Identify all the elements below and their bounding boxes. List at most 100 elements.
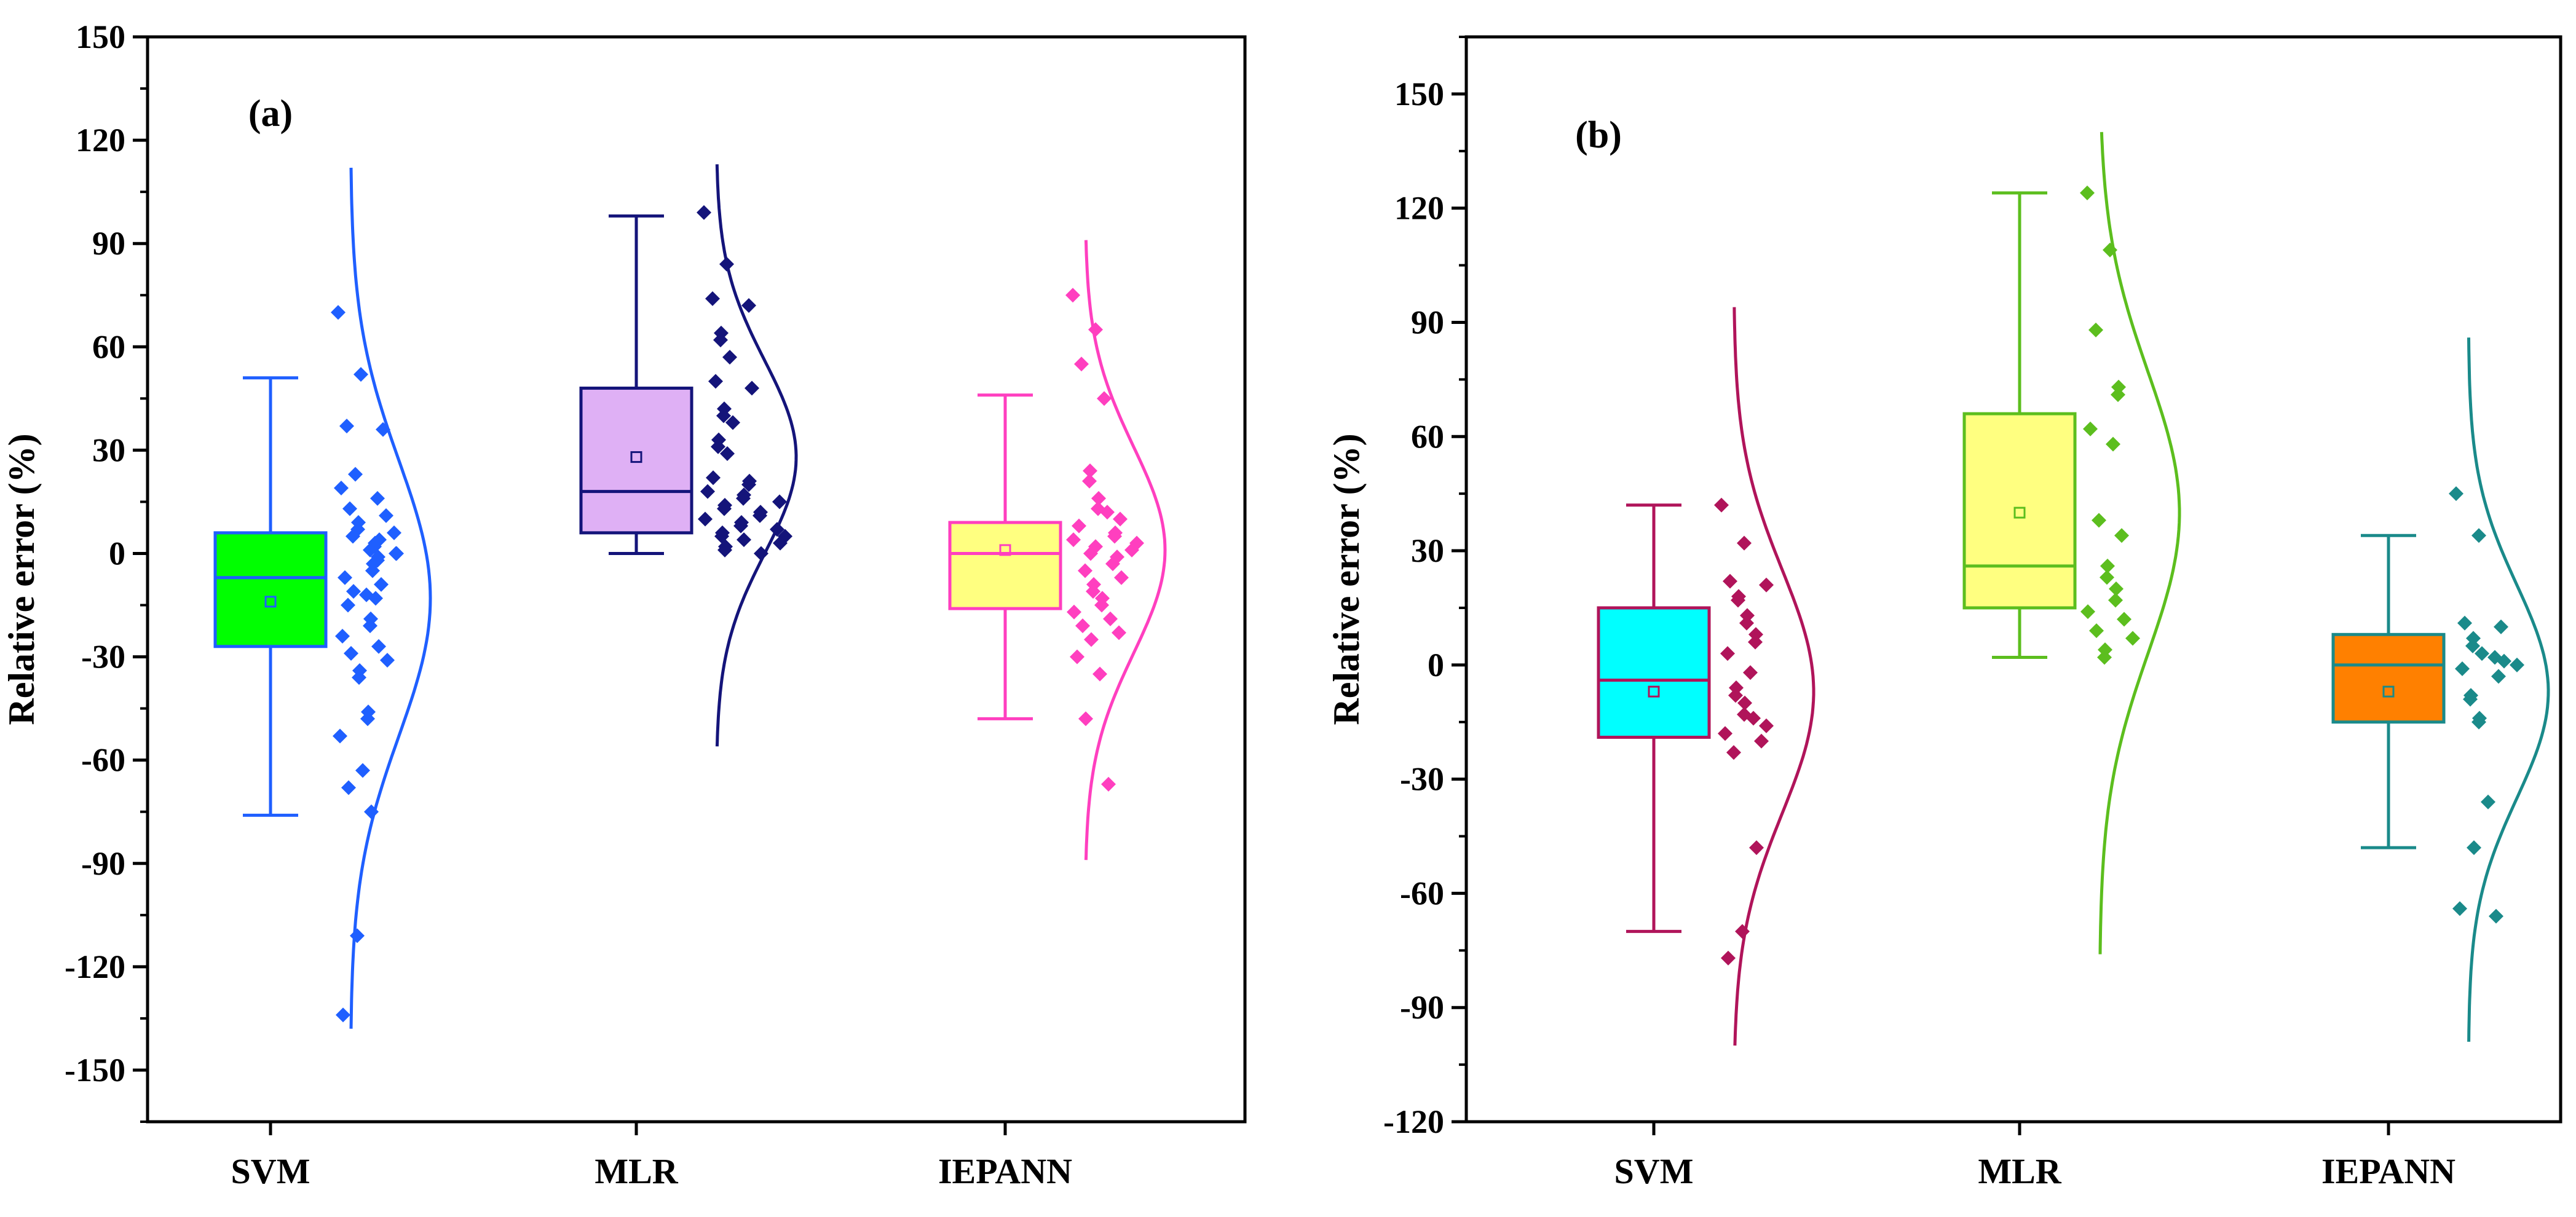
- data-point: [2092, 513, 2106, 528]
- y-tick-label: 30: [92, 431, 125, 468]
- distribution-curve: [2098, 132, 2181, 955]
- data-point: [706, 470, 721, 486]
- data-point: [387, 525, 401, 540]
- data-point: [1728, 688, 1743, 703]
- y-tick-label: 120: [76, 122, 125, 159]
- data-point: [700, 484, 715, 499]
- distribution-curve: [715, 164, 798, 747]
- data-point: [1091, 490, 1106, 506]
- data-point: [344, 645, 358, 661]
- data-point: [1101, 776, 1116, 792]
- data-point: [2106, 436, 2120, 452]
- data-point: [363, 542, 377, 557]
- data-point: [2100, 558, 2115, 573]
- y-tick-label: 90: [1411, 304, 1444, 341]
- data-point: [2114, 528, 2129, 543]
- data-point: [1718, 726, 1732, 741]
- data-point: [1083, 546, 1098, 561]
- data-point: [2083, 421, 2098, 436]
- data-point: [2510, 657, 2524, 672]
- data-point: [338, 570, 352, 585]
- data-point: [331, 305, 346, 320]
- data-point: [2491, 669, 2506, 684]
- chart-panel-b: 150 120 90 60 30 0 -30 -60 -90 -120 Relative error…: [1326, 35, 2562, 1191]
- data-point: [2080, 185, 2095, 200]
- data-point: [2100, 570, 2114, 585]
- data-point: [2088, 322, 2103, 337]
- data-point: [2125, 631, 2140, 646]
- y-tick-label: -120: [65, 948, 125, 985]
- data-point: [2481, 794, 2495, 809]
- data-point: [2471, 528, 2486, 543]
- data-point: [355, 763, 370, 778]
- data-point: [1092, 666, 1107, 682]
- data-point: [1070, 649, 1085, 664]
- data-point: [1105, 556, 1120, 572]
- box-iqr: [1597, 606, 1711, 739]
- data-point: [1083, 463, 1097, 478]
- data-point: [725, 415, 740, 430]
- data-point: [374, 577, 389, 592]
- data-point: [1065, 288, 1080, 303]
- y-tick-label: -60: [81, 742, 125, 779]
- y-tick-label: 60: [92, 328, 125, 365]
- series-iepann: [2331, 337, 2550, 1042]
- data-point: [2494, 619, 2508, 634]
- panel-label: (b): [1575, 114, 1622, 156]
- y-tick-label: -150: [65, 1052, 125, 1089]
- y-tick-label: 150: [1394, 76, 1444, 112]
- data-point: [342, 501, 357, 516]
- data-point: [333, 728, 347, 744]
- data-point: [1100, 505, 1115, 520]
- distribution-curve: [1084, 240, 1167, 861]
- x-tick-label-iepann: IEPANN: [938, 1151, 1072, 1191]
- mean-marker: [2382, 685, 2395, 698]
- data-point: [716, 408, 731, 423]
- y-tick-label: -60: [1400, 875, 1444, 912]
- data-point: [1731, 593, 1745, 608]
- data-point: [741, 298, 756, 313]
- y-tick-label: 60: [1411, 418, 1444, 455]
- data-point: [2465, 638, 2480, 653]
- data-point: [354, 367, 368, 382]
- data-point: [1074, 356, 1089, 372]
- data-point: [753, 508, 767, 523]
- y-tick-label: -30: [1400, 761, 1444, 798]
- data-point: [2497, 653, 2511, 669]
- data-point: [365, 563, 380, 578]
- data-point: [773, 535, 788, 551]
- series-iepann: [948, 240, 1167, 861]
- data-point: [379, 508, 393, 523]
- data-point: [1113, 511, 1128, 527]
- y-axis-title: Relative error (%): [1, 433, 42, 725]
- data-point: [2457, 615, 2472, 631]
- box-iqr: [2331, 632, 2446, 724]
- data-point: [1759, 577, 1774, 593]
- data-point: [2467, 840, 2481, 856]
- box-iqr: [948, 521, 1062, 610]
- data-point: [2097, 650, 2112, 665]
- data-point: [1067, 604, 1081, 620]
- data-point: [368, 591, 383, 606]
- mean-marker: [630, 451, 642, 463]
- data-point: [389, 546, 403, 561]
- x-tick-label-svm: SVM: [1614, 1151, 1694, 1191]
- data-point: [1759, 718, 1774, 733]
- data-point: [717, 501, 732, 516]
- data-point: [745, 380, 759, 396]
- series-svm: [1597, 307, 1815, 1046]
- data-point: [2455, 661, 2470, 677]
- y-tick-label: 0: [1428, 647, 1444, 683]
- x-tick-label-mlr: MLR: [595, 1151, 678, 1191]
- data-point: [334, 481, 349, 496]
- data-point: [1749, 840, 1764, 856]
- data-point: [341, 780, 356, 795]
- data-point: [733, 518, 748, 534]
- data-point: [1746, 711, 1761, 726]
- data-point: [1066, 532, 1081, 548]
- data-point: [339, 419, 354, 434]
- plot-frame: [146, 35, 1247, 1124]
- data-point: [736, 490, 751, 506]
- y-tick-label: -120: [1383, 1103, 1444, 1140]
